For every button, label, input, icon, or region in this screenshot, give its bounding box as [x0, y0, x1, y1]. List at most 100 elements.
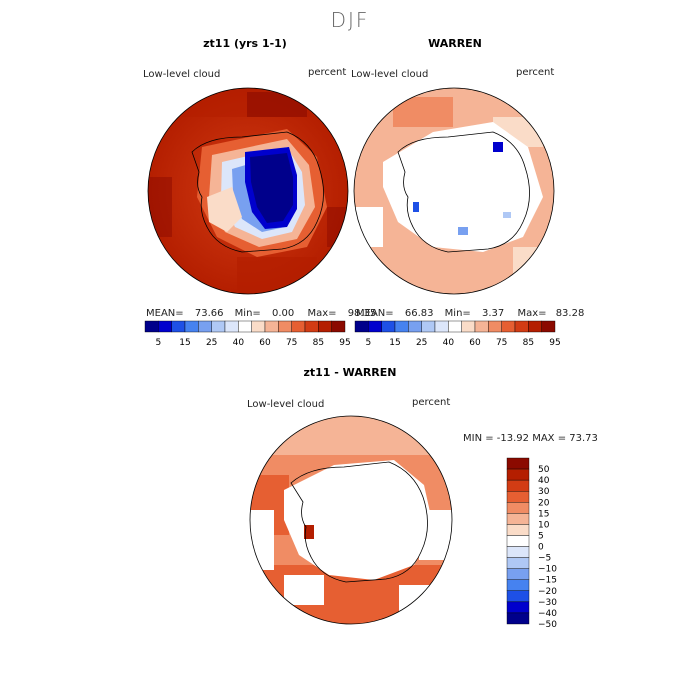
left-colorbar-swatch [144, 320, 159, 333]
left-colorbar: 5 15 25 40 60 75 85 95 [144, 320, 351, 348]
diff-colorbar-swatch [506, 513, 530, 525]
left-colorbar-swatch [278, 320, 292, 333]
right-colorbar-swatch [528, 320, 542, 333]
diff-colorbar-tick: −5 [538, 554, 551, 564]
diff-colorbar-tick: −40 [538, 609, 557, 619]
left-colorbar-swatch [251, 320, 266, 333]
left-colorbar-swatch [198, 320, 212, 333]
diff-colorbar-tick: 20 [538, 498, 550, 508]
right-panel-title: WARREN [428, 37, 482, 50]
diff-colorbar-tick: 40 [538, 476, 550, 486]
left-units-label: percent [308, 67, 347, 78]
right-colorbar-swatch [408, 320, 422, 333]
right-max-label: Max= [517, 308, 547, 319]
left-colorbar-swatch [171, 320, 186, 333]
left-max-label: Max= [307, 308, 337, 319]
diff-colorbar-swatch [506, 557, 530, 569]
left-colorbar-swatch [318, 320, 332, 333]
right-colorbar-tick: 95 [549, 338, 560, 348]
right-colorbar-tick: 85 [523, 338, 534, 348]
diff-colorbar-tick: −10 [538, 565, 557, 575]
diff-variable-label: Low-level cloud [247, 399, 325, 410]
right-mean-label: MEAN= [356, 308, 394, 319]
diff-coastline [290, 461, 428, 583]
diff-colorbar-swatch [506, 535, 530, 547]
left-coastline [191, 131, 324, 253]
diff-colorbar-tick: 5 [538, 531, 544, 541]
right-colorbar-swatch [421, 320, 436, 333]
left-variable-label: Low-level cloud [143, 69, 221, 80]
left-colorbar-tick: 85 [313, 338, 324, 348]
diff-colorbar-tick: −50 [538, 620, 557, 630]
left-colorbar-swatch [291, 320, 306, 333]
diff-colorbar-swatch [506, 612, 530, 625]
right-colorbar-swatch [474, 320, 489, 333]
diff-colorbar-swatch [506, 457, 530, 470]
diff-colorbar-swatch [506, 601, 530, 614]
left-colorbar-swatch [158, 320, 172, 333]
right-colorbar-tick: 40 [443, 338, 455, 348]
right-max-value: 83.28 [555, 308, 585, 319]
diff-colorbar-swatch [506, 491, 530, 503]
left-panel-title: zt11 (yrs 1-1) [203, 37, 287, 50]
right-colorbar-swatch [488, 320, 502, 333]
left-colorbar-tick: 40 [233, 338, 245, 348]
diff-colorbar-swatch [506, 546, 530, 558]
right-colorbar-swatch [501, 320, 516, 333]
diff-minmax: MIN = -13.92 MAX = 73.73 [463, 433, 598, 444]
left-colorbar-tick: 75 [286, 338, 297, 348]
diff-colorbar-tick: 30 [538, 487, 550, 497]
right-units-label: percent [516, 67, 555, 78]
diff-colorbar-tick: −15 [538, 576, 557, 586]
right-colorbar: 5 15 25 40 60 75 85 95 [354, 320, 561, 348]
right-colorbar-swatch [354, 320, 369, 333]
right-colorbar-tick: 5 [365, 338, 371, 348]
diff-colorbar-swatch [506, 590, 530, 603]
left-colorbar-tick: 5 [155, 338, 161, 348]
season-title: DJF [330, 8, 370, 32]
right-colorbar-swatch [541, 320, 556, 333]
right-colorbar-swatch [381, 320, 396, 333]
right-min-label: Min= [444, 308, 471, 319]
left-colorbar-tick: 95 [339, 338, 350, 348]
left-min-label: Min= [234, 308, 261, 319]
left-map [147, 87, 349, 295]
diff-colorbar-swatch [506, 479, 530, 492]
right-min-value: 3.37 [481, 308, 505, 319]
right-colorbar-tick: 15 [389, 338, 400, 348]
left-mean-label: MEAN= [146, 308, 184, 319]
left-colorbar-swatch [238, 320, 252, 333]
left-max-value: 98.35 [347, 308, 377, 319]
right-variable-label: Low-level cloud [351, 69, 429, 80]
right-colorbar-swatch [448, 320, 462, 333]
right-colorbar-tick: 25 [416, 338, 427, 348]
right-colorbar-tick: 60 [469, 338, 481, 348]
left-colorbar-tick: 60 [259, 338, 271, 348]
diff-colorbar-tick: 50 [538, 465, 550, 475]
diff-colorbar-tick: −30 [538, 598, 557, 608]
diff-map [249, 415, 453, 625]
diff-colorbar-swatch [506, 568, 530, 580]
diff-colorbar-swatch [506, 524, 530, 536]
left-colorbar-swatch [264, 320, 279, 333]
right-colorbar-swatch [394, 320, 409, 333]
right-colorbar-swatch [434, 320, 449, 333]
left-stats: MEAN= 73.66 Min= 0.00 Max= 98.35 [146, 308, 376, 319]
left-colorbar-tick: 25 [206, 338, 217, 348]
right-mean-value: 66.83 [404, 308, 434, 319]
left-min-value: 0.00 [271, 308, 295, 319]
right-coastline [397, 131, 530, 253]
diff-colorbar-tick: 0 [538, 543, 544, 553]
right-colorbar-swatch [514, 320, 529, 333]
left-colorbar-swatch [184, 320, 199, 333]
right-colorbar-tick: 75 [496, 338, 507, 348]
right-map [353, 87, 555, 295]
left-colorbar-swatch [224, 320, 239, 333]
diff-panel-title: zt11 - WARREN [303, 366, 397, 379]
diff-colorbar-swatch [506, 468, 530, 481]
diff-units-label: percent [412, 397, 451, 408]
left-colorbar-swatch [304, 320, 319, 333]
right-stats: MEAN= 66.83 Min= 3.37 Max= 83.28 [356, 308, 584, 319]
right-colorbar-swatch [368, 320, 382, 333]
